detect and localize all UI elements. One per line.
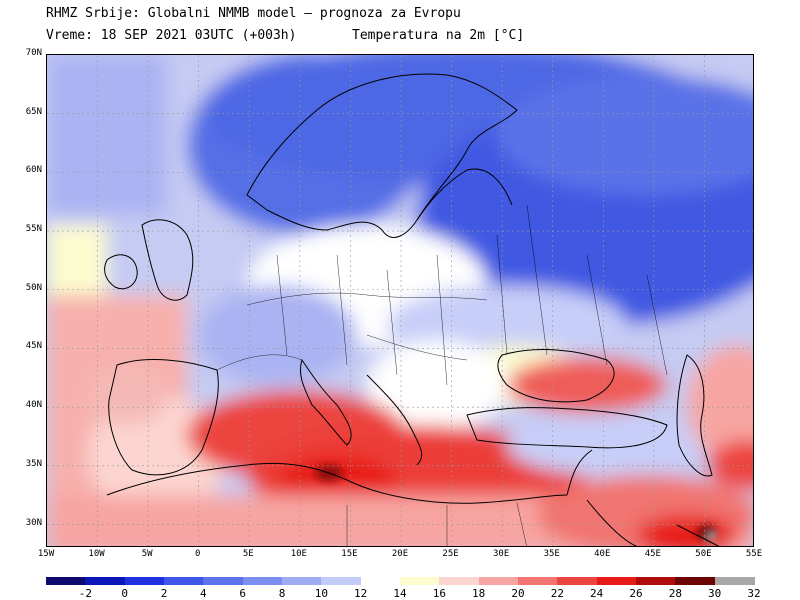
temperature-field [47, 55, 753, 546]
colorbar-segment [85, 577, 126, 585]
lon-label: 20E [391, 549, 409, 559]
lat-label: 60N [25, 165, 42, 176]
colorbar-label: 8 [278, 587, 286, 600]
lon-label: 25E [442, 549, 459, 559]
colorbar-segment [596, 577, 637, 585]
forecast-time: Vreme: 18 SEP 2021 03UTC (+003h) [46, 28, 297, 43]
colorbar-label: 6 [239, 587, 246, 600]
lat-label: 35N [25, 458, 42, 469]
colorbar [46, 577, 755, 585]
lon-label: 15E [341, 549, 358, 559]
colorbar-segment [242, 577, 283, 585]
country-borders [216, 204, 668, 546]
colorbar-segment [478, 577, 519, 585]
colorbar-segment [675, 577, 716, 585]
colorbar-segment [360, 577, 401, 585]
lon-label: 15W [37, 549, 55, 559]
colorbar-segment [714, 577, 755, 585]
lon-label: 40E [594, 549, 611, 559]
colorbar-label: 24 [590, 587, 604, 600]
colorbar-label: 26 [629, 587, 643, 600]
colorbar-label: 20 [511, 587, 525, 600]
variable-label: Temperatura na 2m [°C] [352, 28, 525, 43]
lon-label: 45E [644, 549, 661, 559]
colorbar-label: 2 [160, 587, 168, 600]
lon-label: 10W [88, 549, 105, 559]
colorbar-segment [557, 577, 598, 585]
colorbar-segment [282, 577, 322, 585]
lon-label: 30E [493, 549, 510, 559]
colorbar-label: 14 [393, 587, 407, 600]
temperature-map [46, 54, 754, 547]
colorbar-segment [439, 577, 480, 585]
colorbar-segment [518, 577, 558, 585]
colorbar-label: 12 [354, 587, 368, 600]
colorbar-segment [400, 577, 440, 585]
lon-label: 0 [194, 549, 201, 559]
colorbar-segment [203, 577, 244, 585]
lat-label: 30N [25, 517, 42, 528]
coastlines [104, 73, 720, 546]
colorbar-label: 10 [314, 587, 328, 600]
colorbar-label: 16 [432, 587, 446, 600]
lon-label: 5W [141, 549, 153, 559]
lat-label: 40N [25, 400, 42, 411]
lon-label: 55E [745, 549, 763, 559]
colorbar-label: 0 [121, 587, 128, 600]
lon-label: 35E [543, 549, 560, 559]
colorbar-label: 30 [708, 587, 722, 600]
colorbar-label: -2 [78, 587, 92, 600]
colorbar-label: 28 [668, 587, 682, 600]
lon-label: 50E [695, 549, 712, 559]
lon-label: 5E [242, 549, 254, 559]
colorbar-label: 4 [200, 587, 207, 600]
lat-label: 50N [25, 282, 42, 293]
colorbar-segment [321, 577, 362, 585]
lon-label: 10E [290, 549, 307, 559]
lat-label: 55N [25, 224, 42, 235]
map-canvas [47, 55, 753, 546]
lat-label: 70N [25, 48, 42, 58]
lat-label: 65N [25, 106, 42, 117]
colorbar-segment [164, 577, 204, 585]
colorbar-segment [636, 577, 676, 585]
chart-title: RHMZ Srbije: Globalni NMMB model — progn… [46, 6, 461, 21]
colorbar-segment [46, 577, 86, 585]
colorbar-segment [124, 577, 165, 585]
colorbar-label: 18 [472, 587, 486, 600]
colorbar-label: 32 [747, 587, 761, 600]
colorbar-label: 22 [550, 587, 564, 600]
lat-label: 45N [25, 341, 42, 352]
